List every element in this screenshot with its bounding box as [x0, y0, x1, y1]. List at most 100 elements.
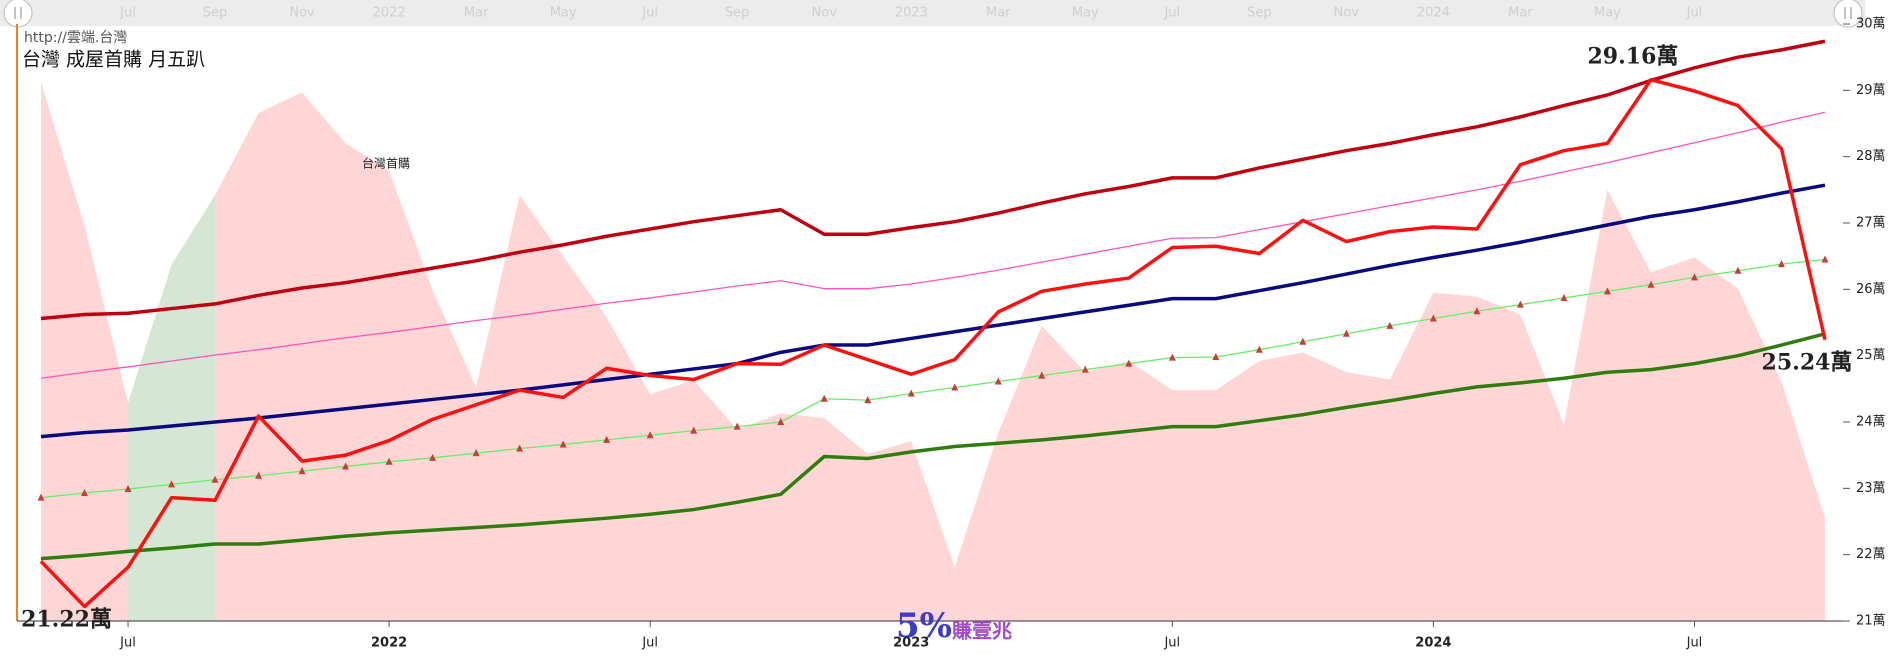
marker: [37, 493, 45, 501]
marker: [342, 462, 350, 470]
marker: [168, 480, 176, 488]
x-tick-label: 2024: [1415, 636, 1451, 651]
marker: [1647, 280, 1655, 288]
area: [215, 92, 1825, 621]
marker: [1734, 266, 1742, 274]
navigator-tick-label: May: [550, 6, 577, 21]
marker: [472, 449, 480, 457]
navigator-tick-label: 2022: [373, 6, 406, 21]
area: [41, 82, 129, 621]
marker: [211, 475, 219, 483]
navigator-tick-label: Jul: [1686, 6, 1703, 21]
data-label: 29.16萬: [1588, 44, 1679, 70]
marker: [1690, 273, 1698, 281]
line: [40, 332, 1826, 561]
y-tick-label: 29萬: [1856, 83, 1886, 98]
y-tick-label: 27萬: [1856, 216, 1886, 231]
line: [40, 258, 1826, 499]
y-tick-label: 24萬: [1856, 415, 1886, 430]
marker: [951, 383, 959, 391]
marker: [690, 426, 698, 434]
chart-title: 台灣 成屋首購 月五趴: [22, 49, 205, 71]
x-tick-label: Jul: [1163, 636, 1180, 651]
marker: [1777, 260, 1785, 268]
marker: [1429, 314, 1437, 322]
navigator-tick-label: Sep: [203, 6, 228, 21]
navigator-tick-label: Nov: [812, 6, 838, 21]
marker: [298, 467, 306, 475]
data-label: 25.24萬: [1762, 350, 1853, 376]
marker: [1516, 300, 1524, 308]
marker: [559, 440, 567, 448]
plot-area: [37, 39, 1829, 621]
navigator-handle[interactable]: [3, 0, 33, 28]
marker: [777, 418, 785, 425]
watermark-small: 賺壹兆: [952, 619, 1012, 643]
marker: [1038, 371, 1046, 379]
x-tick-label: Jul: [1686, 636, 1703, 651]
marker: [1125, 359, 1133, 367]
navigator-handle[interactable]: [1833, 0, 1863, 28]
marker: [385, 457, 393, 465]
navigator-tick-label: May: [1594, 6, 1621, 21]
y-tick-label: 25萬: [1856, 348, 1886, 363]
marker: [820, 394, 828, 402]
line: [40, 183, 1826, 439]
marker: [255, 471, 263, 479]
area: [128, 195, 216, 621]
url: http://雲端.台灣: [24, 30, 127, 46]
marker: [1473, 307, 1481, 315]
handle-circle[interactable]: [3, 0, 33, 28]
watermark-big: 5%: [896, 606, 952, 646]
marker: [429, 453, 437, 461]
marker: [646, 431, 654, 439]
marker: [1386, 321, 1394, 329]
navigator-tick-label: 2024: [1417, 6, 1450, 21]
marker: [1081, 365, 1089, 373]
marker: [1168, 353, 1176, 361]
marker: [1255, 345, 1263, 353]
marker: [1560, 293, 1568, 301]
line: [39, 77, 1827, 609]
navigator-tick-label: Nov: [289, 6, 315, 21]
navigator-tick-label: 2023: [895, 6, 928, 21]
marker: [1299, 337, 1307, 345]
marker: [81, 488, 89, 496]
marker: [994, 377, 1002, 385]
line: [40, 39, 1826, 321]
x-tick-label: 2022: [371, 636, 407, 651]
navigator-tick-label: Mar: [986, 6, 1011, 21]
y-tick-label: 23萬: [1856, 481, 1886, 496]
y-tick-label: 22萬: [1856, 547, 1886, 562]
navigator-tick-label: May: [1072, 6, 1099, 21]
navigator-tick-label: Sep: [1247, 6, 1272, 21]
marker: [1212, 352, 1220, 360]
navigator-tick-label: Jul: [1163, 6, 1180, 21]
navigator-tick-label: Mar: [1508, 6, 1533, 21]
annotation: 台灣首購: [362, 156, 410, 171]
marker: [1821, 255, 1829, 263]
data-label: 21.22萬: [21, 606, 112, 632]
navigator[interactable]: [0, 0, 1865, 26]
marker: [864, 396, 872, 404]
marker: [516, 444, 524, 452]
marker: [603, 435, 611, 443]
y-tick-label: 28萬: [1856, 149, 1886, 164]
marker: [733, 422, 741, 430]
handle-circle[interactable]: [1833, 0, 1863, 28]
marker: [1342, 329, 1350, 337]
x-tick-label: 2023: [893, 636, 929, 651]
line: [40, 111, 1826, 379]
navigator-tick-label: Jul: [119, 6, 136, 21]
x-tick-label: Jul: [641, 636, 658, 651]
marker: [1603, 287, 1611, 295]
navigator-tick-label: Sep: [725, 6, 750, 21]
navigator-tick-label: Jul: [641, 6, 658, 21]
marker: [907, 389, 915, 397]
y-tick-label: 30萬: [1856, 17, 1886, 32]
y-tick-label: 21萬: [1856, 614, 1886, 629]
navigator-tick-label: Nov: [1334, 6, 1360, 21]
x-tick-label: Jul: [119, 636, 136, 651]
navigator-tick-label: Mar: [464, 6, 489, 21]
